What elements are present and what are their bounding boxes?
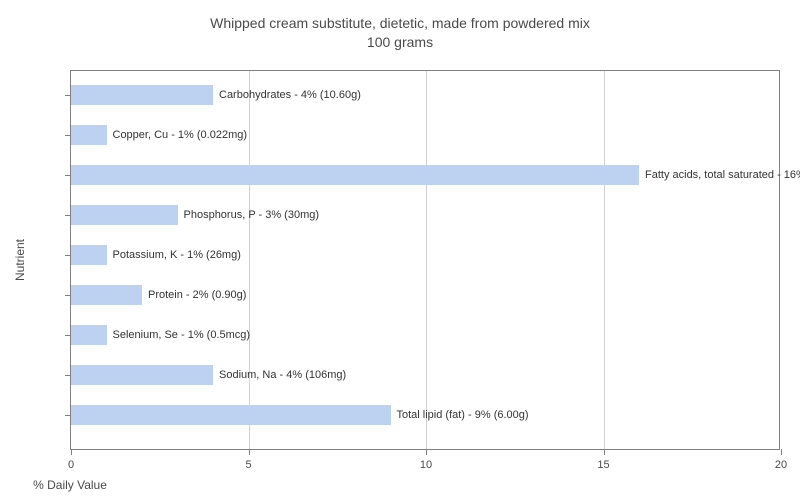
grid-line (604, 71, 605, 449)
x-tick-label: 10 (420, 459, 432, 471)
y-tick (65, 175, 71, 176)
grid-line (249, 71, 250, 449)
x-tick-label: 15 (597, 459, 609, 471)
x-axis-label: % Daily Value (0, 478, 425, 492)
nutrient-bar (71, 85, 213, 105)
nutrient-bar (71, 165, 639, 185)
x-tick (426, 449, 427, 455)
y-tick (65, 375, 71, 376)
nutrient-bar-label: Total lipid (fat) - 9% (6.00g) (397, 409, 529, 421)
chart-title-line1: Whipped cream substitute, dietetic, made… (0, 14, 800, 33)
nutrient-bar-label: Fatty acids, total saturated - 16% (3.18… (645, 169, 800, 181)
chart-title-line2: 100 grams (0, 33, 800, 52)
y-tick (65, 215, 71, 216)
y-tick (65, 415, 71, 416)
nutrient-bar (71, 245, 107, 265)
x-tick (249, 449, 250, 455)
nutrient-bar (71, 325, 107, 345)
nutrient-bar (71, 405, 391, 425)
nutrient-bar (71, 285, 142, 305)
nutrient-bar-label: Carbohydrates - 4% (10.60g) (219, 89, 361, 101)
y-tick (65, 295, 71, 296)
x-tick-label: 5 (245, 459, 251, 471)
y-tick (65, 135, 71, 136)
x-tick (71, 449, 72, 455)
nutrient-bar (71, 125, 107, 145)
x-tick (781, 449, 782, 455)
grid-line (426, 71, 427, 449)
nutrient-bar-label: Selenium, Se - 1% (0.5mcg) (113, 329, 251, 341)
nutrient-bar-label: Sodium, Na - 4% (106mg) (219, 369, 346, 381)
nutrient-bar (71, 365, 213, 385)
y-tick (65, 335, 71, 336)
x-tick-label: 0 (68, 459, 74, 471)
nutrient-bar-label: Potassium, K - 1% (26mg) (113, 249, 241, 261)
nutrient-bar-label: Protein - 2% (0.90g) (148, 289, 246, 301)
plot-area: 05101520Carbohydrates - 4% (10.60g)Coppe… (70, 70, 780, 450)
y-tick (65, 255, 71, 256)
x-tick (604, 449, 605, 455)
nutrient-bar-label: Phosphorus, P - 3% (30mg) (184, 209, 320, 221)
nutrient-bar (71, 205, 178, 225)
y-tick (65, 95, 71, 96)
x-tick-label: 20 (775, 459, 787, 471)
chart-title: Whipped cream substitute, dietetic, made… (0, 0, 800, 52)
nutrient-bar-label: Copper, Cu - 1% (0.022mg) (113, 129, 248, 141)
y-axis-label: Nutrient (13, 239, 27, 281)
nutrition-chart: Whipped cream substitute, dietetic, made… (0, 0, 800, 500)
